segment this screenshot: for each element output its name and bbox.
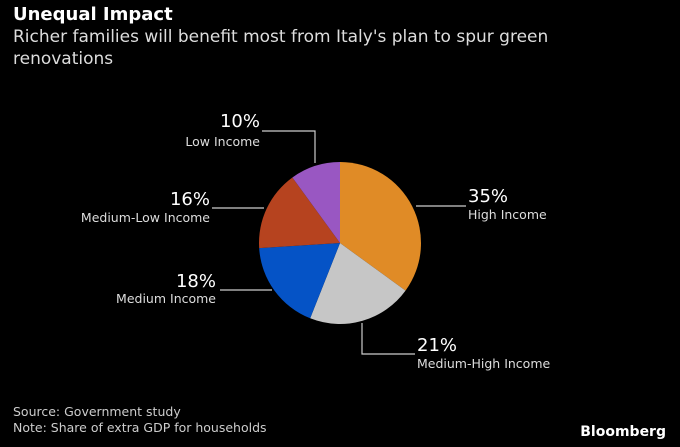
slice-label-medium-high: Medium-High Income: [417, 356, 551, 371]
pie-slice-medium-income: [259, 243, 340, 319]
footnote: Note: Share of extra GDP for households: [13, 420, 267, 435]
slice-value-medium-low: 16%: [170, 189, 210, 210]
chart-title: Unequal Impact: [13, 4, 173, 25]
slice-label-medium-low: Medium-Low Income: [81, 210, 210, 225]
slice-value-low: 10%: [220, 111, 260, 132]
leader-line-medium-high: [361, 323, 415, 355]
slice-value-high: 35%: [468, 186, 508, 207]
slice-label-high: High Income: [468, 207, 547, 222]
leader-line-low: [262, 130, 316, 163]
pie-slice-low-income: [292, 162, 340, 243]
source-note: Source: Government study: [13, 404, 181, 419]
slice-value-medium-high: 21%: [417, 335, 457, 356]
chart-subtitle: Richer families will benefit most from I…: [13, 27, 549, 69]
leader-lines: [212, 130, 466, 355]
pie-slice-medium-high-income: [310, 243, 406, 324]
bloomberg-logo: Bloomberg: [580, 424, 666, 440]
pie-slice-high-income: [340, 162, 421, 291]
slice-value-medium: 18%: [176, 271, 216, 292]
pie-slice-medium-low-income: [258, 177, 340, 249]
slice-label-low: Low Income: [185, 134, 260, 149]
slice-label-medium: Medium Income: [116, 291, 216, 306]
